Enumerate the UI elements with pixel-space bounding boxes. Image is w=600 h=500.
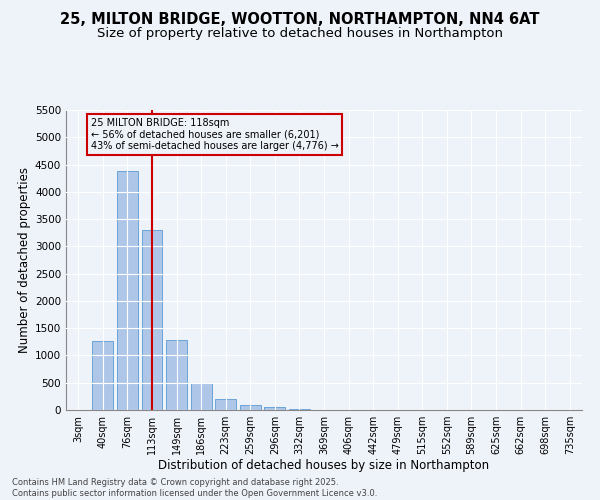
Bar — [142, 230, 163, 410]
X-axis label: Distribution of detached houses by size in Northampton: Distribution of detached houses by size … — [158, 458, 490, 471]
Bar — [166, 340, 187, 410]
Bar — [191, 382, 212, 410]
Bar — [215, 399, 236, 410]
Text: 25, MILTON BRIDGE, WOOTTON, NORTHAMPTON, NN4 6AT: 25, MILTON BRIDGE, WOOTTON, NORTHAMPTON,… — [60, 12, 540, 28]
Bar — [240, 405, 261, 410]
Bar — [92, 342, 113, 410]
Bar — [117, 171, 138, 410]
Y-axis label: Number of detached properties: Number of detached properties — [18, 167, 31, 353]
Text: Contains HM Land Registry data © Crown copyright and database right 2025.
Contai: Contains HM Land Registry data © Crown c… — [12, 478, 377, 498]
Bar — [265, 408, 286, 410]
Text: 25 MILTON BRIDGE: 118sqm
← 56% of detached houses are smaller (6,201)
43% of sem: 25 MILTON BRIDGE: 118sqm ← 56% of detach… — [91, 118, 338, 152]
Text: Size of property relative to detached houses in Northampton: Size of property relative to detached ho… — [97, 28, 503, 40]
Bar — [289, 409, 310, 410]
